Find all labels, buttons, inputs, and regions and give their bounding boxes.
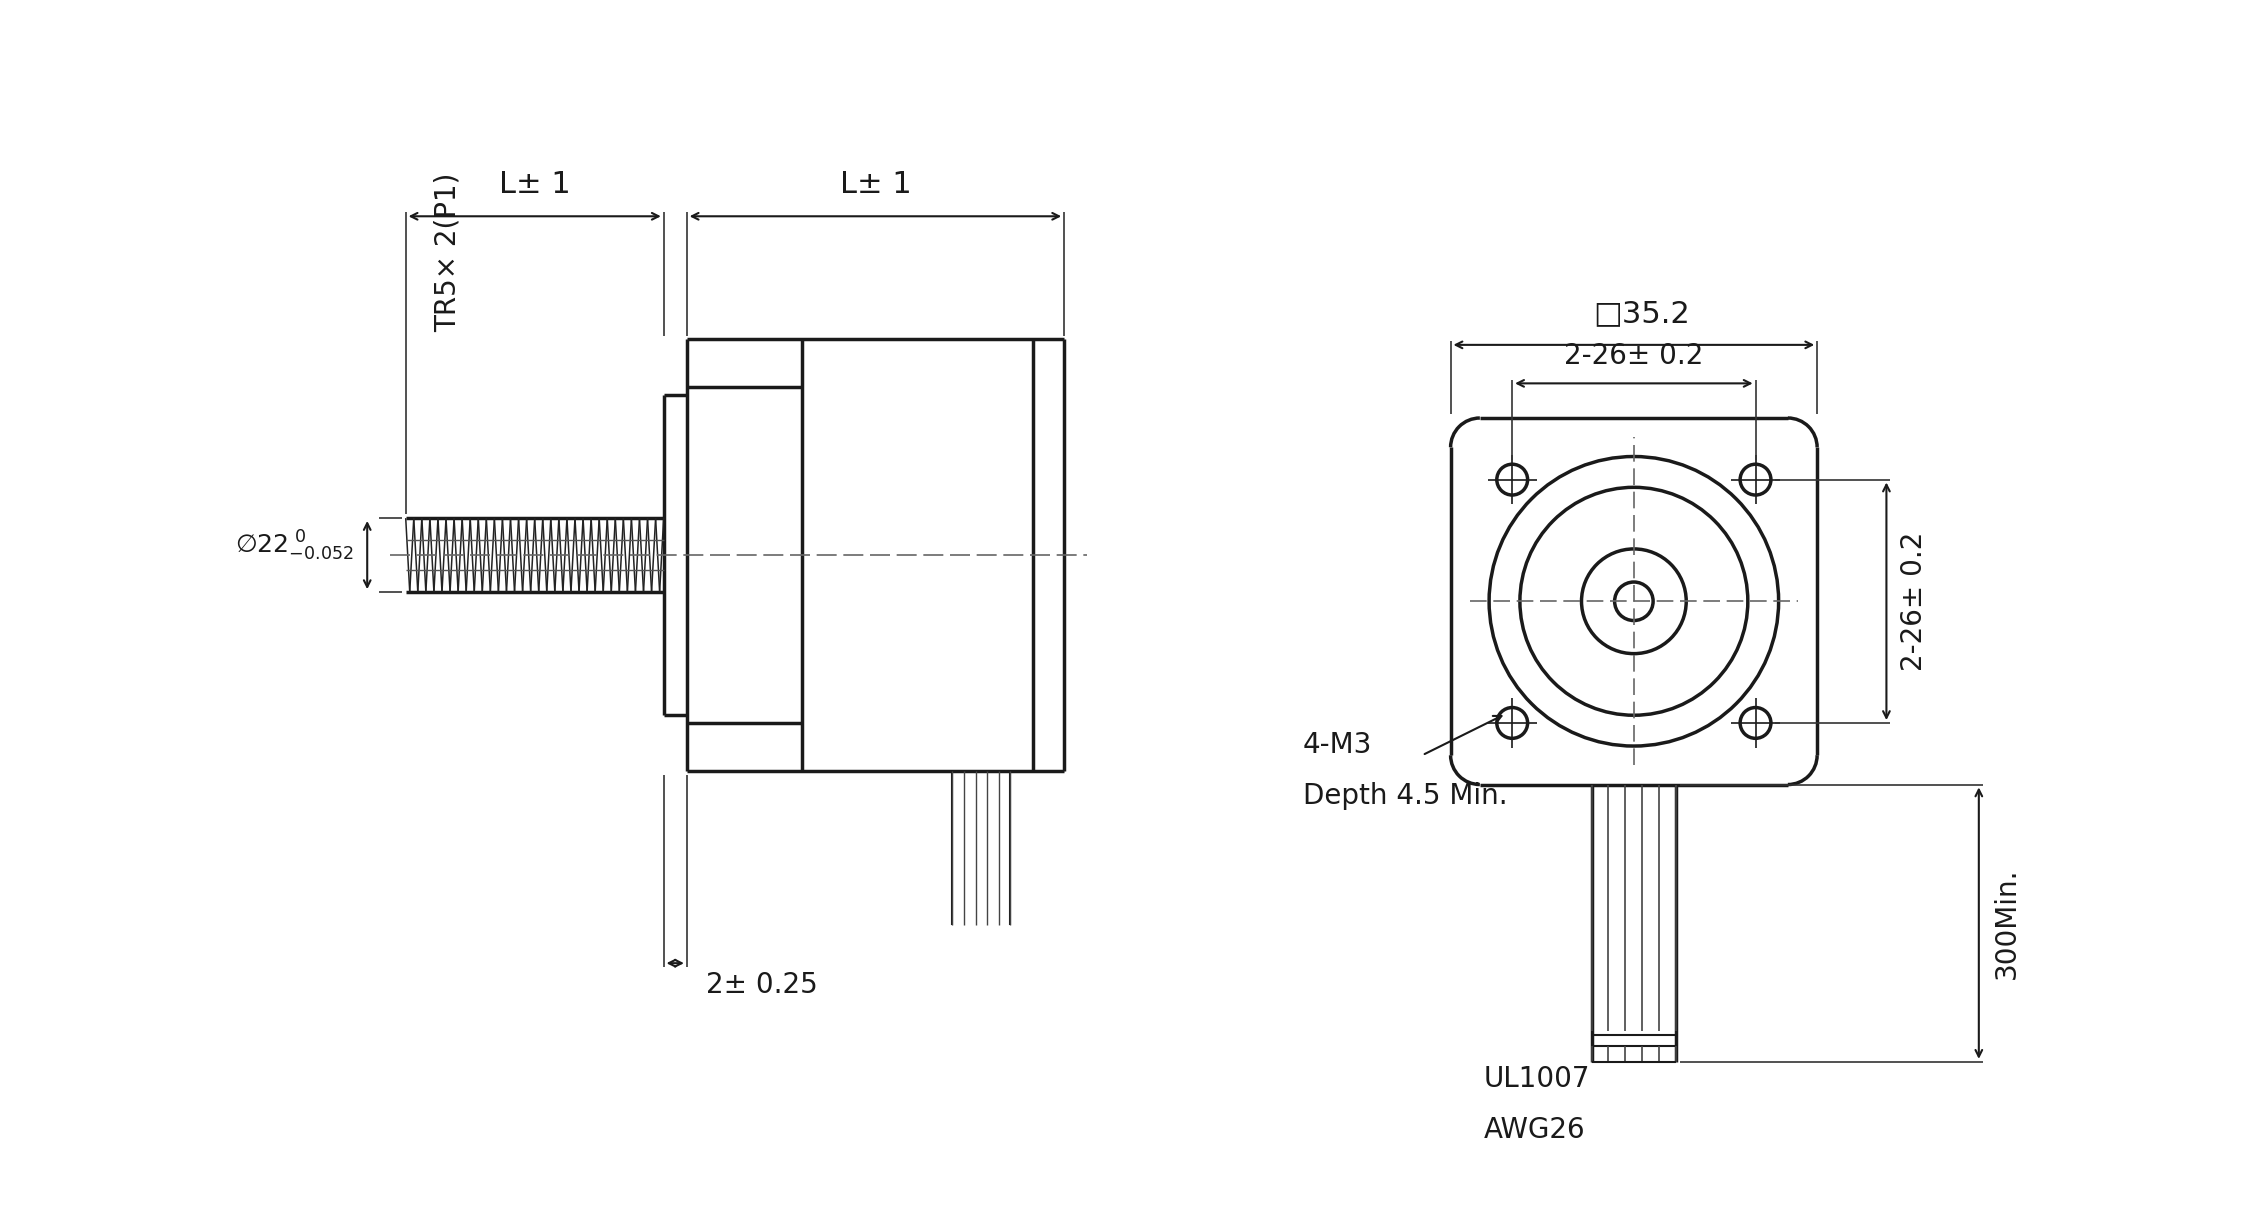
Text: 2± 0.25: 2± 0.25 — [705, 971, 818, 999]
Text: L± 1: L± 1 — [499, 171, 570, 199]
Text: TR5× 2(P1): TR5× 2(P1) — [433, 172, 463, 332]
Text: Depth 4.5 Min.: Depth 4.5 Min. — [1303, 782, 1507, 811]
Text: AWG26: AWG26 — [1485, 1115, 1586, 1144]
Text: UL1007: UL1007 — [1485, 1064, 1590, 1092]
Text: □35.2: □35.2 — [1592, 299, 1689, 328]
Text: 2-26± 0.2: 2-26± 0.2 — [1900, 532, 1929, 671]
Text: L± 1: L± 1 — [840, 171, 912, 199]
Text: $\emptyset$22$^{\ 0}_{-0.052}$: $\emptyset$22$^{\ 0}_{-0.052}$ — [236, 528, 355, 562]
Text: 2-26± 0.2: 2-26± 0.2 — [1563, 342, 1702, 370]
Text: 4-M3: 4-M3 — [1303, 731, 1372, 759]
Text: 300Min.: 300Min. — [1992, 868, 2021, 979]
